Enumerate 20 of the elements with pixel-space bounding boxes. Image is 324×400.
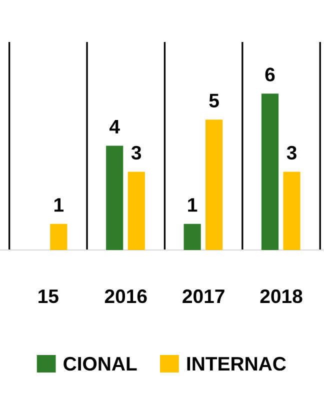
bar <box>206 120 223 250</box>
x-tick-label: 2017 <box>182 289 224 304</box>
data-label: 3 <box>131 146 142 160</box>
data-label: 1 <box>188 198 198 212</box>
data-label: 5 <box>209 94 219 108</box>
data-label: 1 <box>54 198 64 212</box>
data-label: 3 <box>286 146 296 160</box>
x-tick-label: 2018 <box>260 289 302 304</box>
bar <box>283 172 300 250</box>
bar <box>184 224 201 250</box>
bar <box>50 224 68 250</box>
bar <box>128 172 145 250</box>
x-tick-label: 15 <box>38 290 58 304</box>
data-label: 4 <box>109 120 120 134</box>
bar <box>261 94 279 250</box>
data-label: 6 <box>265 68 275 82</box>
legend-label: CIONAL <box>64 356 137 371</box>
x-tick-label: 2016 <box>104 289 147 304</box>
legend-label: INTERNAC <box>187 356 286 371</box>
bar <box>106 146 124 250</box>
